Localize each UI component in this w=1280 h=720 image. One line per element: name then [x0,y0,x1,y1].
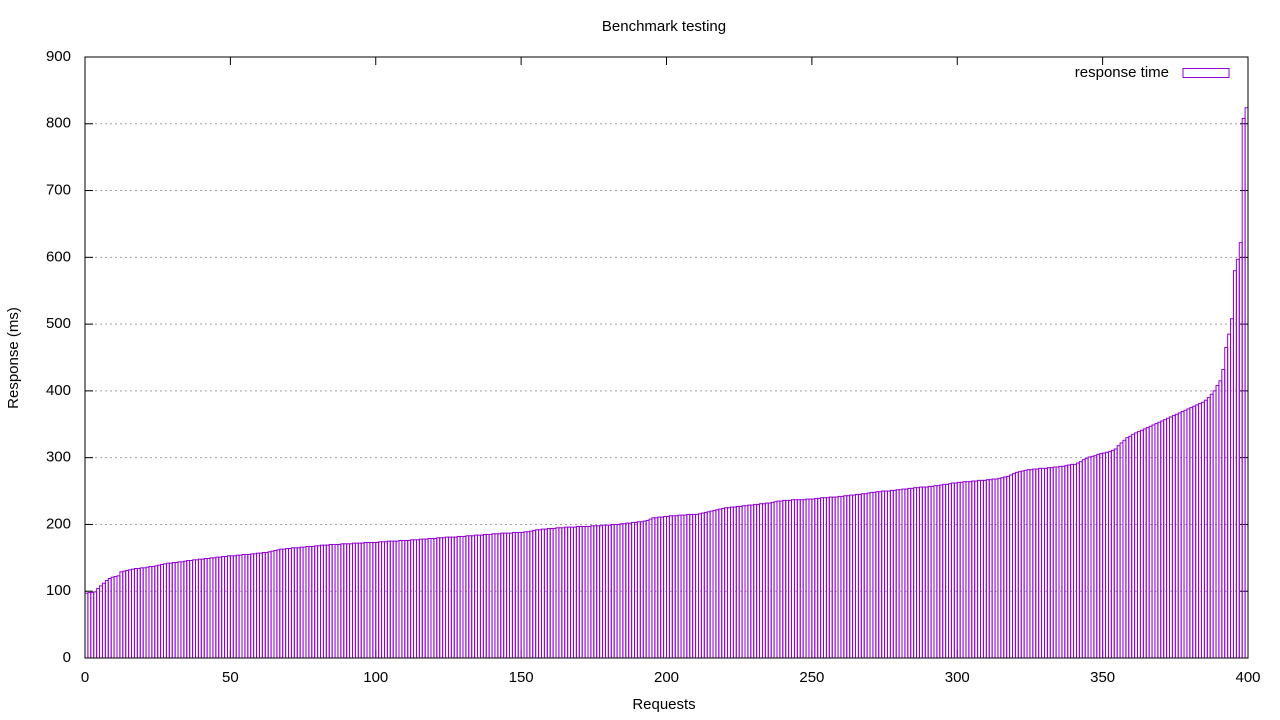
x-tick-label: 50 [222,669,239,686]
x-tick-label: 250 [799,669,824,686]
x-tick-label: 150 [509,669,534,686]
x-axis-label: Requests [632,696,695,713]
y-tick-label: 300 [46,449,71,466]
x-tick-label: 100 [363,669,388,686]
bars [85,107,1248,658]
x-tick-label: 300 [945,669,970,686]
y-tick-label: 900 [46,48,71,65]
x-tick-label: 350 [1090,669,1115,686]
legend-label: response time [1075,64,1169,81]
legend-swatch [1182,68,1230,78]
y-tick-label: 600 [46,248,71,265]
x-tick-label: 0 [81,669,89,686]
y-tick-label: 700 [46,182,71,199]
y-tick-label: 400 [46,382,71,399]
chart-title: Benchmark testing [602,18,726,35]
y-tick-label: 100 [46,582,71,599]
y-tick-label: 800 [46,115,71,132]
x-tick-label: 400 [1235,669,1260,686]
y-tick-label: 0 [63,649,71,666]
y-tick-label: 200 [46,515,71,532]
x-tick-label: 200 [654,669,679,686]
plot-border [84,56,1249,659]
bar [1244,107,1248,658]
y-tick-label: 500 [46,315,71,332]
y-axis-label: Response (ms) [5,307,22,409]
